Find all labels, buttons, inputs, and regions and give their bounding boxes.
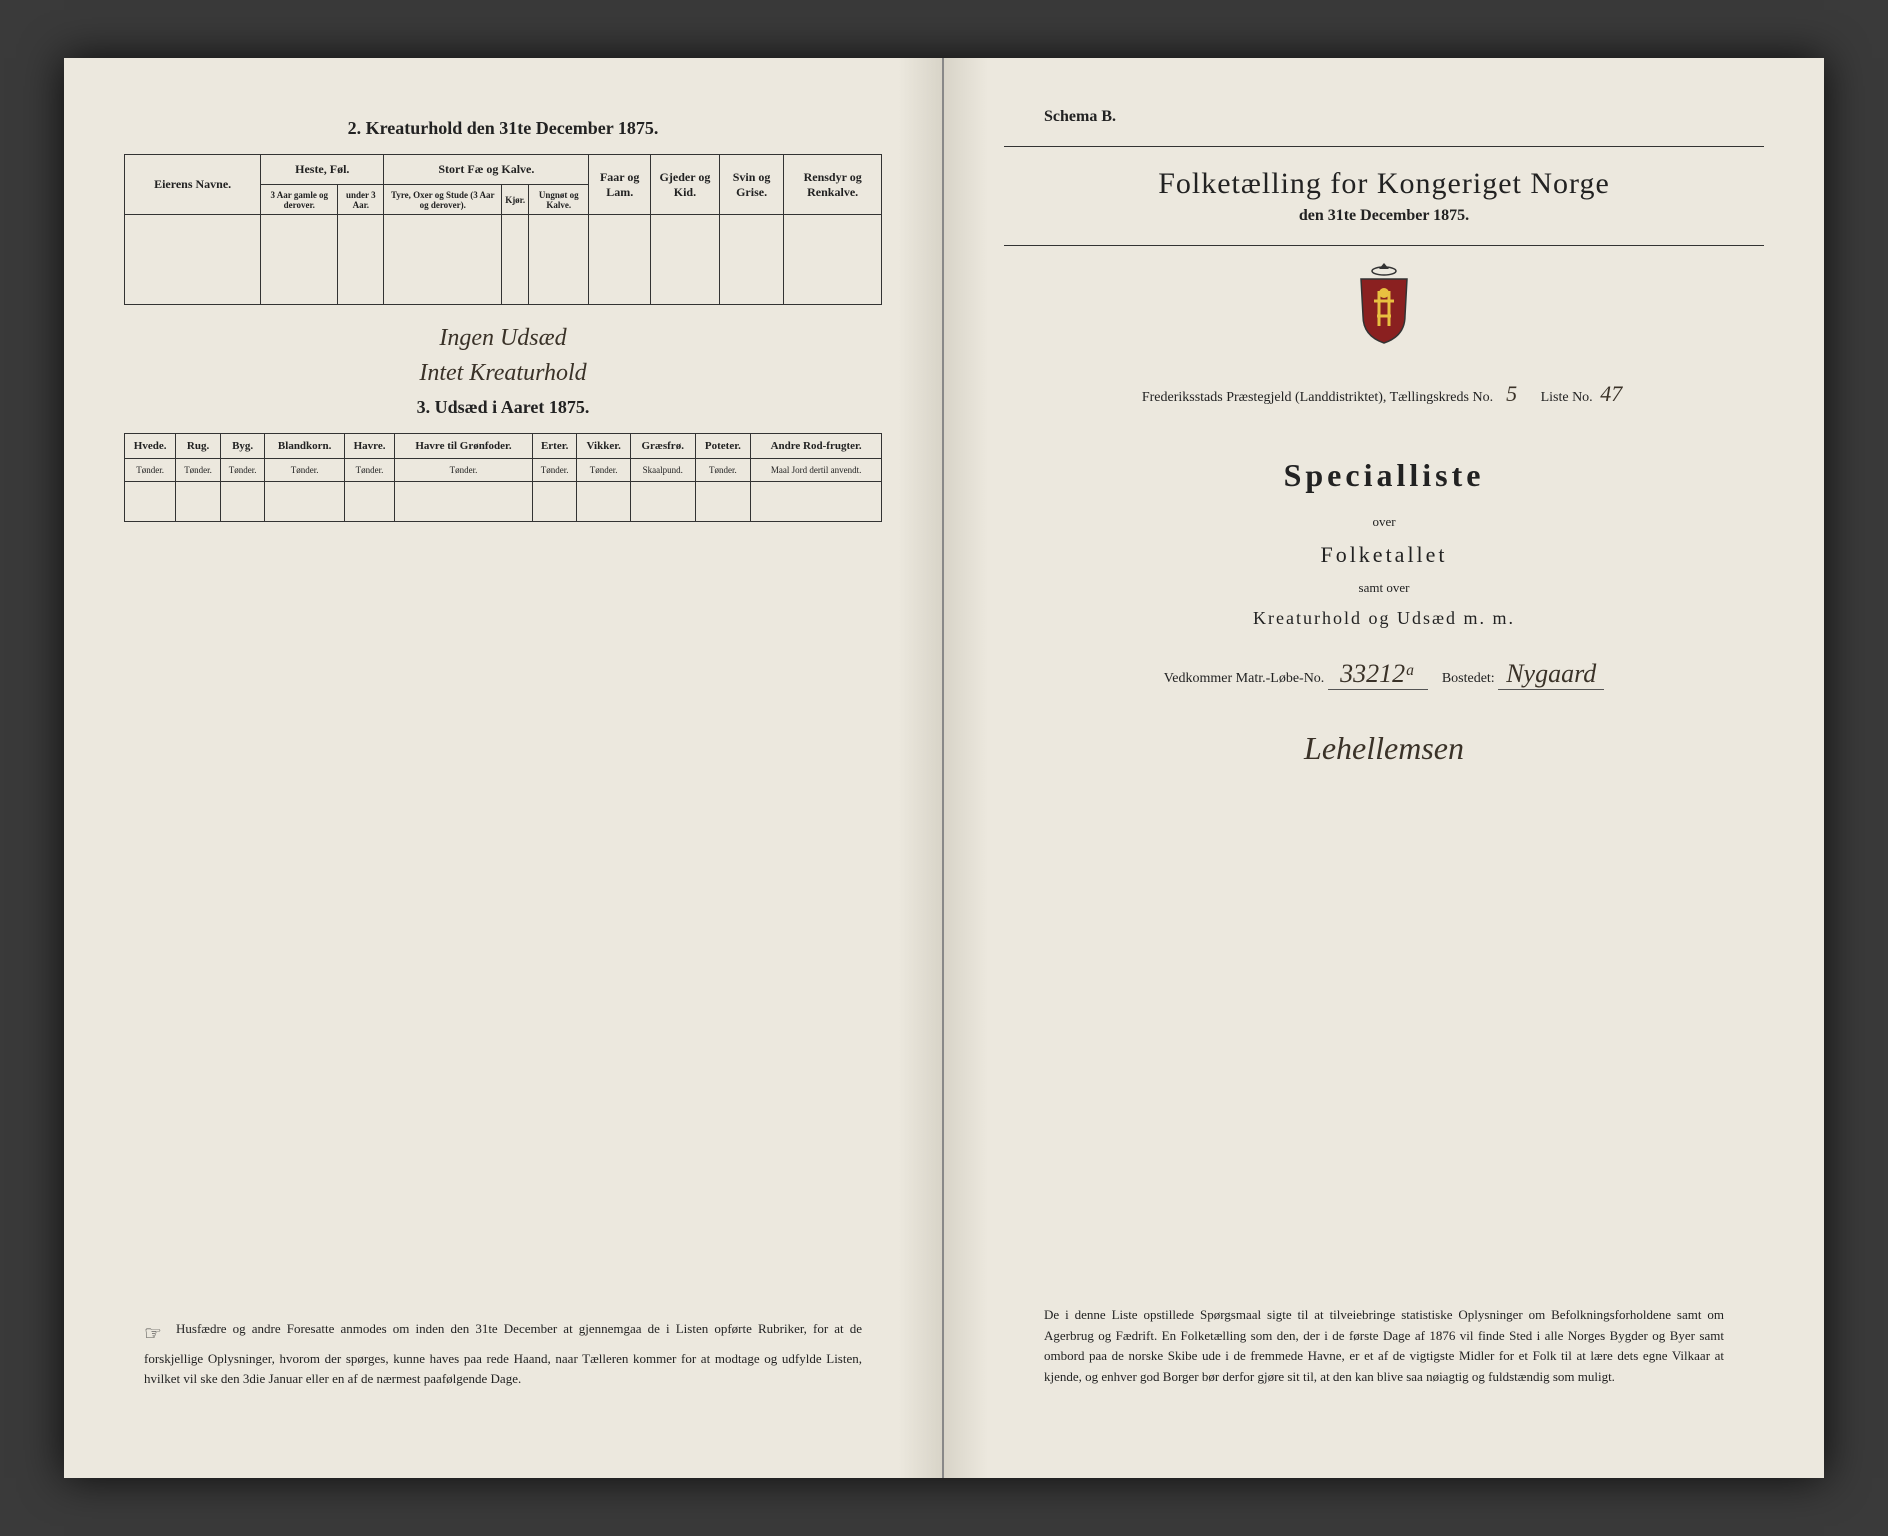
signature: Lehellemsen (1004, 730, 1764, 767)
district-prefix: Frederiksstads Præstegjeld (Landdistrikt… (1142, 390, 1493, 405)
schema-label: Schema B. (1044, 108, 1764, 126)
sub-fae-0: Tyre, Oxer og Stude (3 Aar og derover). (384, 185, 502, 215)
document-spread: 2. Kreaturhold den 31te December 1875. E… (64, 58, 1824, 1478)
sub-heste-0: 3 Aar gamle og derover. (261, 185, 338, 215)
divider (1004, 245, 1764, 246)
sub-date: den 31te December 1875. (1004, 207, 1764, 225)
col-rensdyr: Rensdyr og Renkalve. (784, 155, 882, 215)
table-header-row: Hvede. Rug. Byg. Blandkorn. Havre. Havre… (125, 434, 882, 459)
col-eier: Eierens Navne. (125, 155, 261, 215)
sub-fae-2: Ungnøt og Kalve. (529, 185, 589, 215)
specialliste-title: Specialliste (1004, 457, 1764, 494)
liste-number: 47 (1596, 381, 1626, 407)
col-heste: Heste, Føl. (261, 155, 384, 185)
main-title: Folketælling for Kongeriget Norge (1004, 167, 1764, 201)
col-faar: Faar og Lam. (589, 155, 651, 215)
coat-of-arms-icon (1004, 261, 1764, 351)
district-line: Frederiksstads Præstegjeld (Landdistrikt… (1004, 381, 1764, 407)
left-page: 2. Kreaturhold den 31te December 1875. E… (64, 58, 944, 1478)
pointing-hand-icon: ☞ (144, 1319, 162, 1349)
matr-number: 33212ᵃ (1328, 659, 1428, 690)
kreds-number: 5 (1497, 381, 1527, 407)
bostedet-value: Nygaard (1498, 659, 1604, 690)
table-row (125, 482, 882, 522)
col-gjeder: Gjeder og Kid. (650, 155, 719, 215)
udsaed-table: Hvede. Rug. Byg. Blandkorn. Havre. Havre… (124, 433, 882, 522)
samt-label: samt over (1004, 580, 1764, 596)
table-unit-row: Tønder. Tønder. Tønder. Tønder. Tønder. … (125, 459, 882, 482)
vedkommer-label: Vedkommer Matr.-Løbe-No. (1164, 671, 1325, 686)
over-label-1: over (1004, 514, 1764, 530)
footnote-text: Husfædre og andre Foresatte anmodes om i… (144, 1321, 862, 1386)
section3-title: 3. Udsæd i Aaret 1875. (124, 397, 882, 418)
divider (1004, 146, 1764, 147)
kreatur-table: Eierens Navne. Heste, Føl. Stort Fæ og K… (124, 154, 882, 305)
sub-fae-1: Kjør. (502, 185, 529, 215)
vedkommer-line: Vedkommer Matr.-Løbe-No. 33212ᵃ Bostedet… (1004, 659, 1764, 690)
right-page: Schema B. Folketælling for Kongeriget No… (944, 58, 1824, 1478)
kreatur-label: Kreaturhold og Udsæd m. m. (1004, 608, 1764, 629)
bostedet-label: Bostedet: (1442, 671, 1495, 686)
handwriting-2: Intet Kreaturhold (124, 360, 882, 387)
table-row (125, 215, 882, 305)
sub-heste-1: under 3 Aar. (338, 185, 384, 215)
section2-title: 2. Kreaturhold den 31te December 1875. (124, 118, 882, 139)
folketallet-label: Folketallet (1004, 542, 1764, 568)
col-fae: Stort Fæ og Kalve. (384, 155, 589, 185)
left-footnote: ☞ Husfædre og andre Foresatte anmodes om… (144, 1319, 862, 1388)
right-footnote: De i denne Liste opstillede Spørgsmaal s… (1044, 1305, 1724, 1388)
handwriting-1: Ingen Udsæd (124, 325, 882, 352)
col-svin: Svin og Grise. (719, 155, 783, 215)
liste-label: Liste No. (1541, 390, 1593, 405)
